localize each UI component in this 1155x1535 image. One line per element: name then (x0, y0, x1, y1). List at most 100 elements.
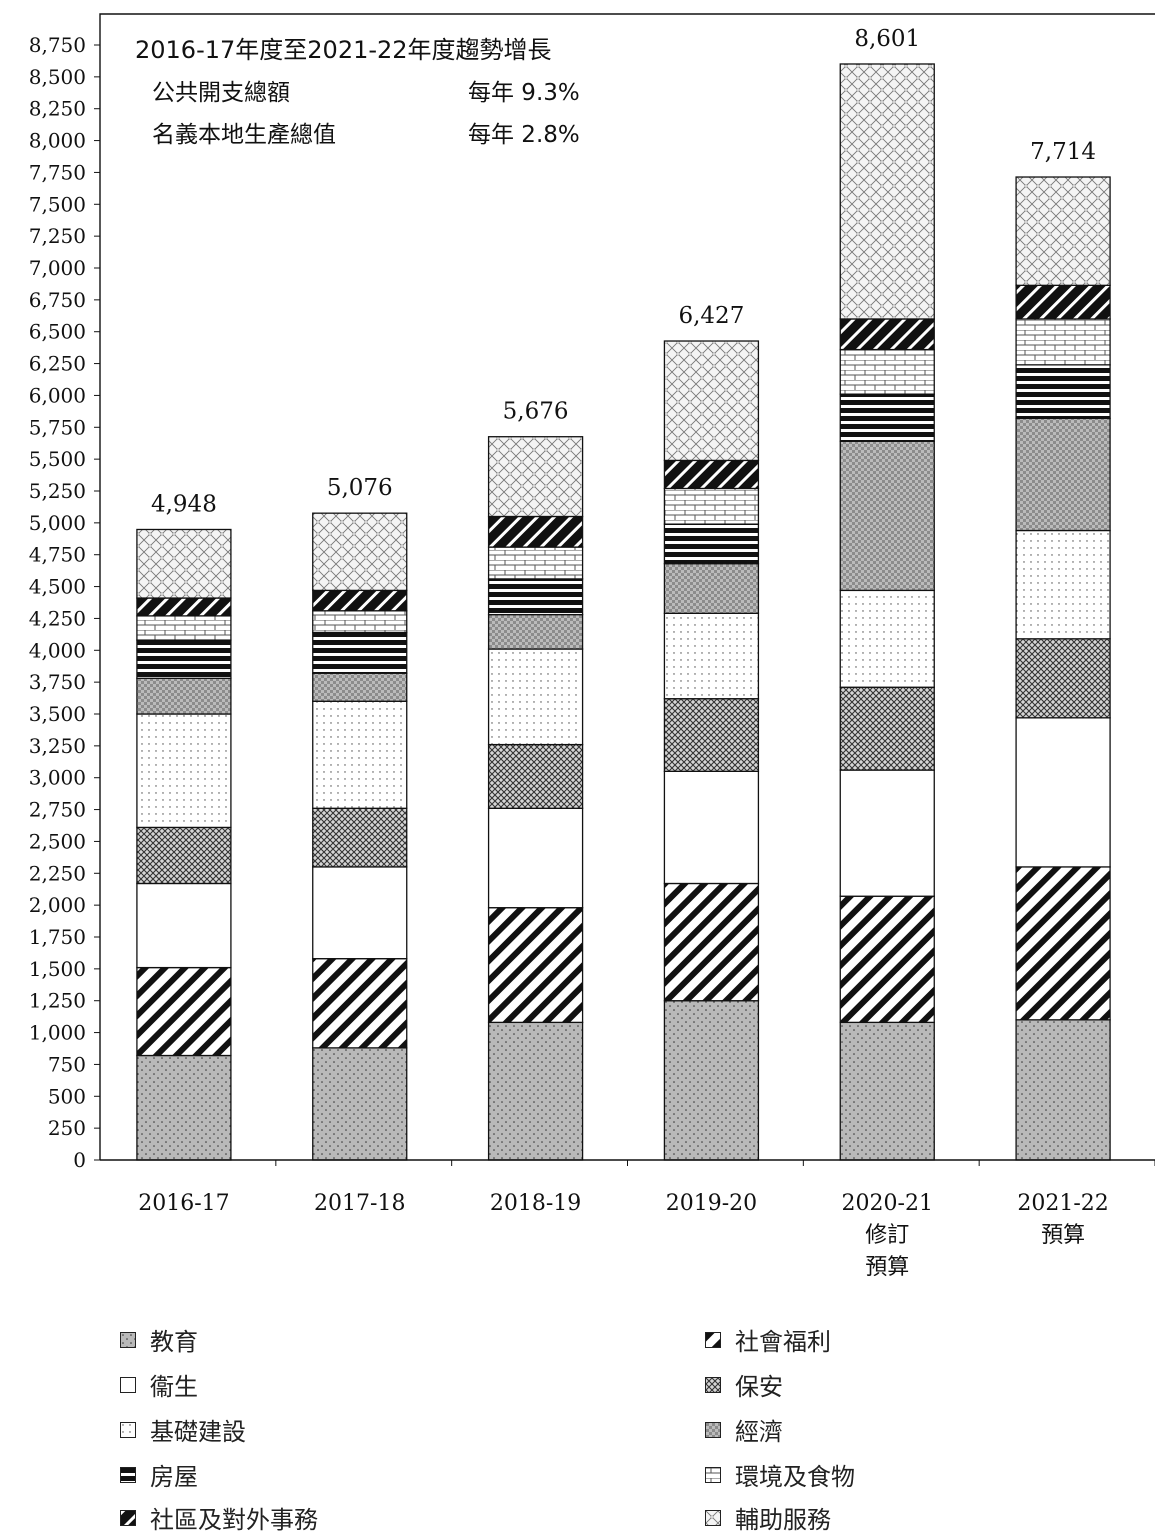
bar-segment (839, 895, 935, 1024)
bar-segment (1015, 284, 1111, 320)
bar-segment (312, 672, 408, 702)
y-tick-label: 3,250 (29, 734, 86, 758)
bar-total-label: 8,601 (854, 26, 920, 52)
bar-segment (1015, 1019, 1111, 1161)
annotation-row-value-2: 每年 2.8% (468, 122, 580, 148)
bar-stack (487, 436, 584, 1161)
y-tick-label: 1,750 (29, 925, 86, 949)
bar-segment (663, 340, 760, 462)
y-tick-label: 3,750 (29, 670, 86, 694)
bar-segment (312, 610, 408, 634)
legend-item-3: 基礎建設 (120, 1412, 246, 1447)
y-tick-label: 4,500 (29, 575, 86, 599)
y-tick-label: 2,500 (29, 829, 86, 853)
bar-segment (663, 523, 760, 565)
bar-total-label: 4,948 (151, 491, 217, 517)
bar-segment (136, 826, 232, 885)
x-tick-label: 2020-21 修訂預算 (842, 1191, 933, 1280)
legend-item-8: 經濟 (705, 1412, 783, 1447)
bar-segment (663, 882, 760, 1002)
y-tick-label: 8,250 (29, 97, 86, 121)
bar-segment (487, 743, 584, 809)
bar-segment (1015, 318, 1111, 366)
bar-stack (136, 528, 232, 1161)
x-tick-label: 2016-17 (138, 1191, 229, 1216)
legend-item-4: 房屋 (120, 1457, 198, 1492)
y-tick-label: 6,500 (29, 320, 86, 344)
trend-annotation: 2016-17年度至2021-22年度趨勢增長 公共開支總額 每年 9.3% 名… (135, 36, 580, 148)
bar-segment (839, 1021, 935, 1161)
bar-total-label: 7,714 (1030, 139, 1096, 165)
y-tick-label: 8,500 (29, 65, 86, 89)
bar-segment (487, 613, 584, 650)
y-tick-label: 2,750 (29, 798, 86, 822)
x-tick-label: 2019-20 (666, 1191, 757, 1216)
legend-item-7: 保安 (705, 1367, 783, 1402)
bar-segment (1015, 717, 1111, 868)
legend-label: 環境及食物 (735, 1463, 855, 1491)
legend-swatch-white (120, 1376, 136, 1393)
y-tick-label: 2,250 (29, 861, 86, 885)
y-tick-label: 8,750 (29, 33, 86, 57)
legend-label: 社區及對外事務 (150, 1506, 318, 1534)
bar-segment (663, 562, 760, 614)
bar-segment (839, 769, 935, 897)
legend-item-6: 社會福利 (705, 1322, 831, 1357)
bar-segment (487, 515, 584, 548)
legend-swatch-diagonal-black (120, 1509, 136, 1526)
annotation-row-label-1: 公共開支總額 (152, 80, 290, 106)
y-tick-label: 750 (48, 1052, 86, 1076)
bars-layer: 4,948 5,076 5,676 6,427 8,601 7,714 (136, 26, 1111, 1161)
y-tick-label: 2,000 (29, 893, 86, 917)
y-tick-label: 1,000 (29, 1021, 86, 1045)
bar-segment (839, 393, 935, 442)
legend-item-1: 教育 (120, 1322, 198, 1357)
legend-swatch-crosshatch (705, 1376, 721, 1393)
bar-segment (312, 512, 408, 592)
y-tick-label: 6,750 (29, 288, 86, 312)
bar-segment (136, 1054, 232, 1161)
bar-segment (312, 631, 408, 674)
bar-segment (487, 436, 584, 518)
bar-segment (136, 528, 232, 599)
legend-swatch-checker-gray (705, 1421, 721, 1438)
y-tick-label: 5,250 (29, 479, 86, 503)
y-tick-label: 1,500 (29, 957, 86, 981)
bar-segment (487, 578, 584, 616)
bar-segment (663, 1000, 760, 1161)
y-tick-label: 6,000 (29, 383, 86, 407)
bar-total-label: 6,427 (678, 303, 744, 329)
bar-total-label: 5,076 (327, 475, 393, 501)
legend-swatch-diagonal (705, 1331, 721, 1348)
bar-segment (839, 589, 935, 688)
y-tick-label: 5,500 (29, 447, 86, 471)
y-tick-label: 6,250 (29, 352, 86, 376)
y-tick-label: 7,250 (29, 224, 86, 248)
y-tick-label: 0 (73, 1148, 86, 1172)
bar-segment (487, 648, 584, 746)
bar-segment (312, 866, 408, 960)
y-tick-label: 4,250 (29, 606, 86, 630)
bar-segment (1015, 529, 1111, 640)
bar-segment (136, 882, 232, 969)
legend-label: 社會福利 (735, 1328, 831, 1356)
bar-segment (663, 612, 760, 700)
y-tick-label: 250 (48, 1116, 86, 1140)
bar-segment (839, 440, 935, 592)
legend-label: 房屋 (150, 1463, 198, 1491)
bar-stack (1015, 176, 1111, 1161)
annotation-row-value-1: 每年 9.3% (468, 80, 580, 106)
legend-swatch-dots-gray (120, 1331, 136, 1348)
bar-segment (136, 966, 232, 1057)
annotation-row-label-2: 名義本地生產總值 (152, 122, 336, 148)
axes-layer: 0 250 500 750 1,000 1,250 1,500 1,750 2,000 2,250… (29, 33, 1155, 1280)
plot-border (99, 13, 1155, 1160)
bar-total-label: 5,676 (503, 399, 569, 425)
bar-segment (136, 597, 232, 617)
bar-segment (312, 807, 408, 868)
legend-label: 教育 (150, 1328, 198, 1356)
y-tick-label: 4,000 (29, 638, 86, 662)
bar-segment (136, 615, 232, 641)
legend-item-9: 環境及食物 (705, 1457, 855, 1492)
y-tick-label: 3,500 (29, 702, 86, 726)
